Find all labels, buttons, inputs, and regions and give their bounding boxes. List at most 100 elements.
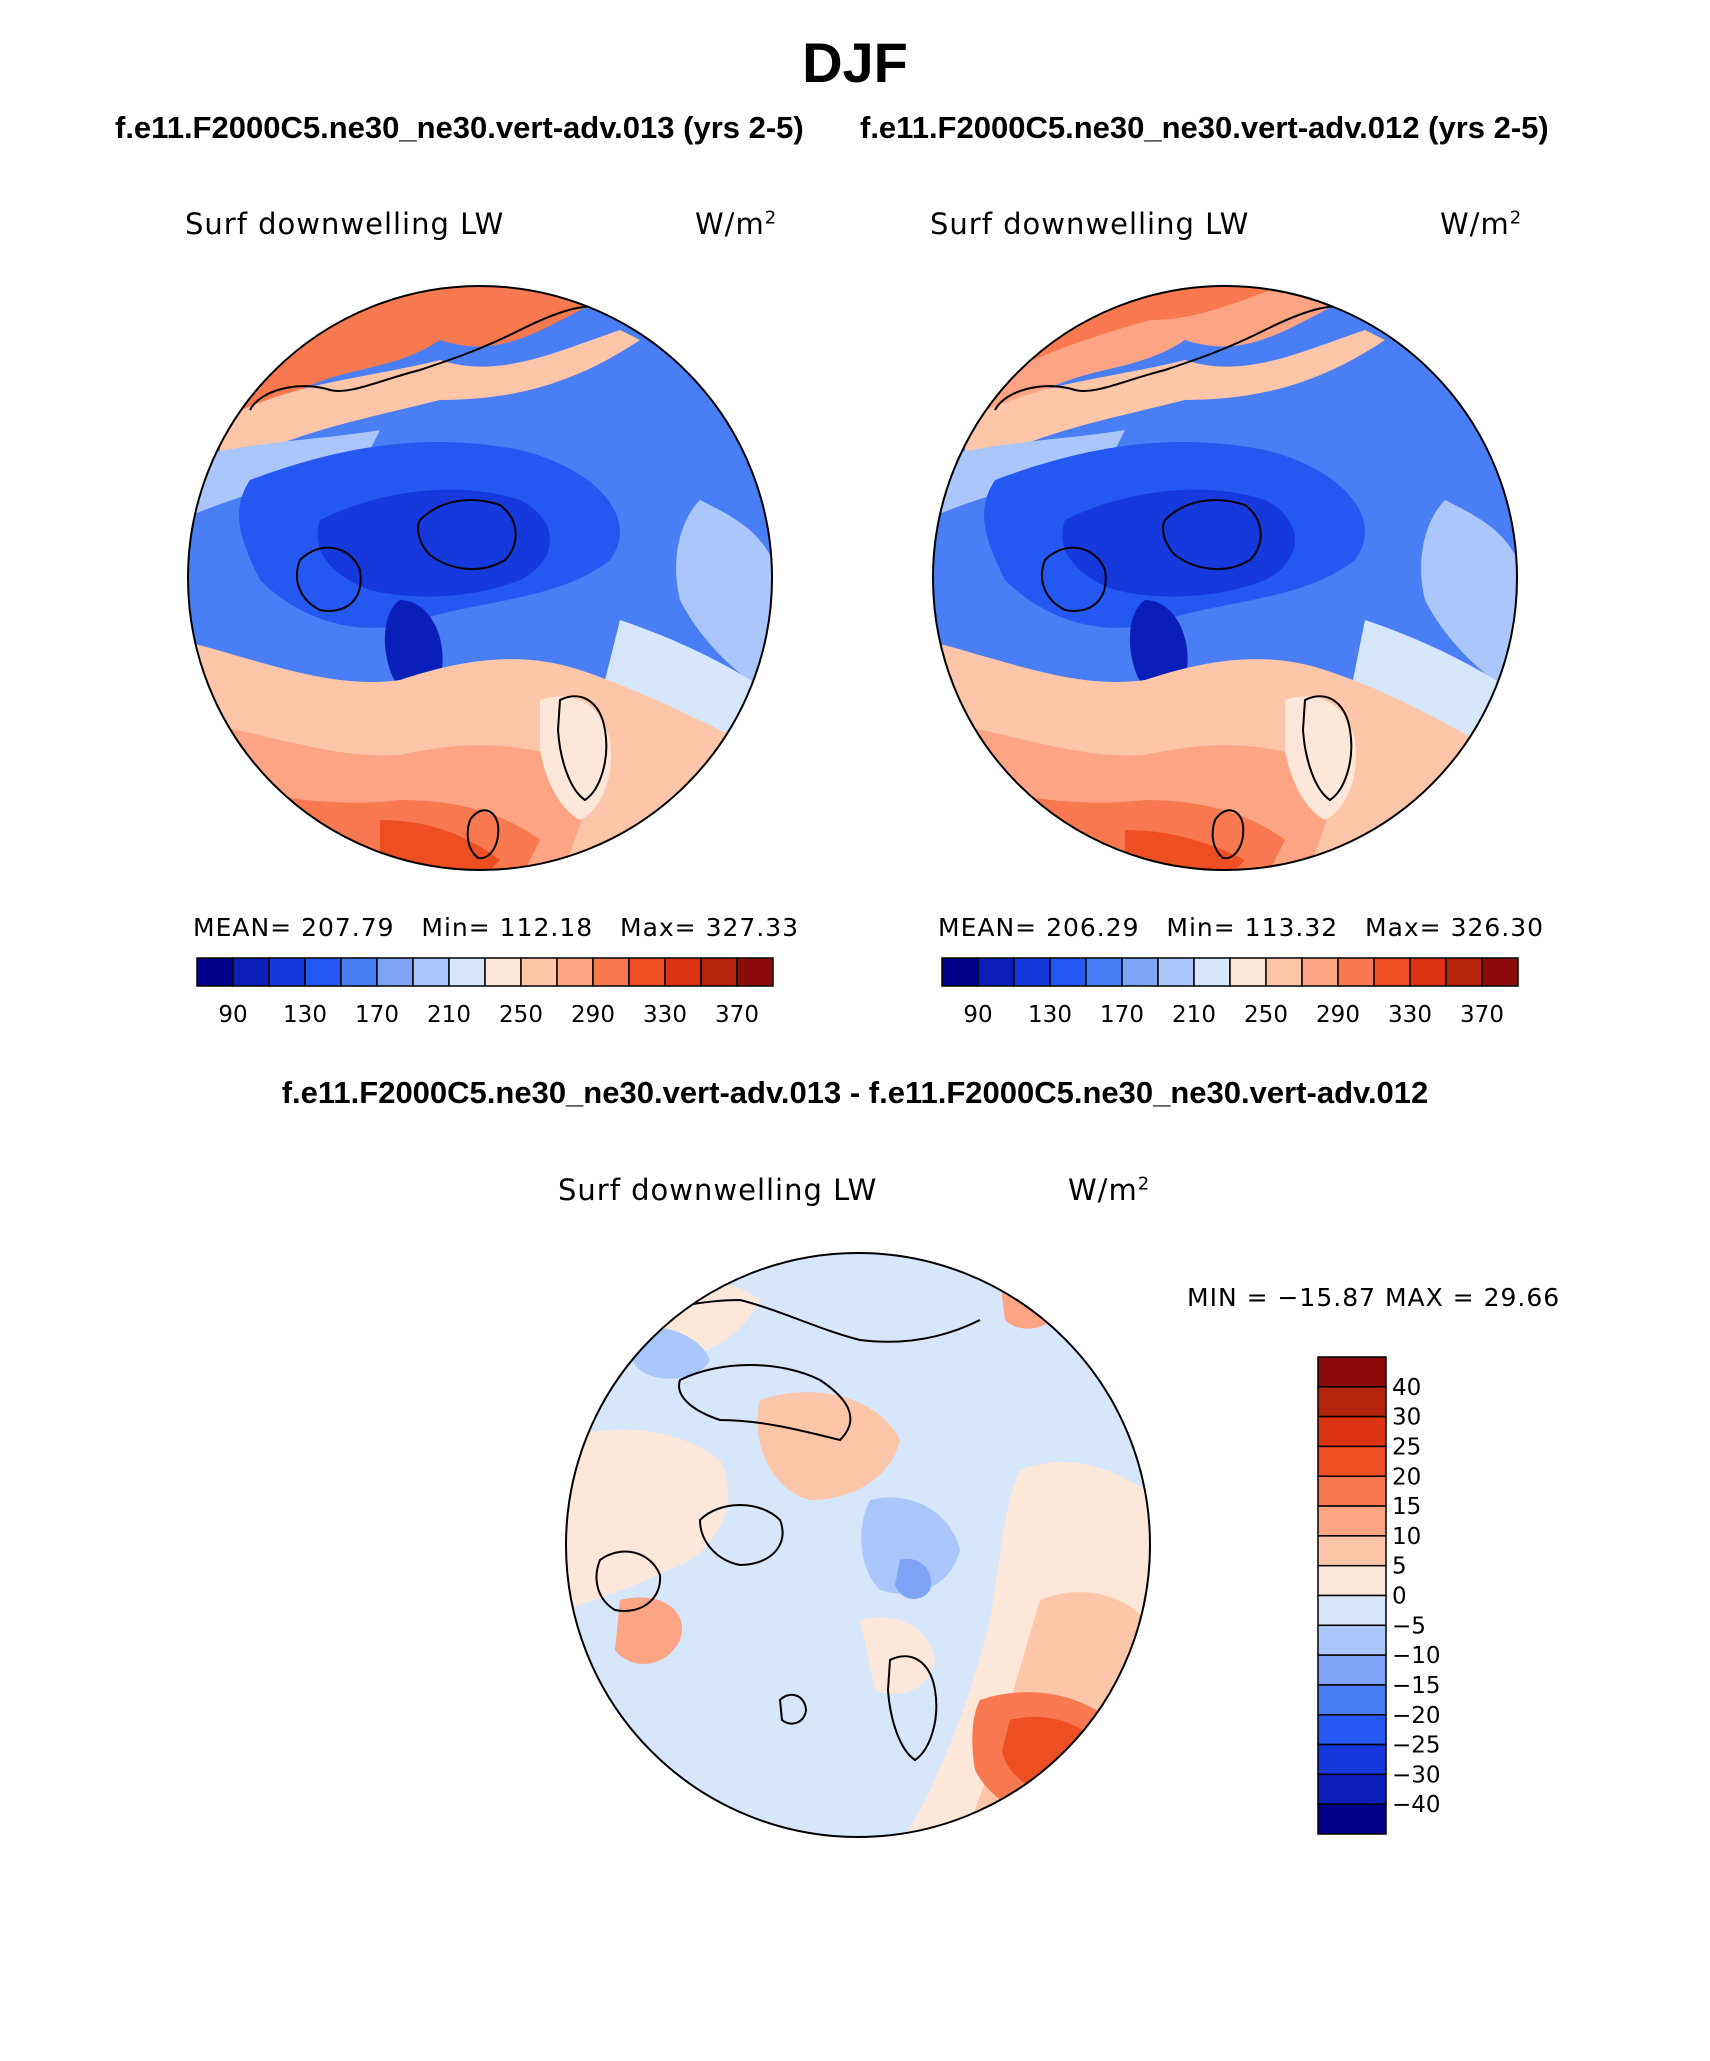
figure-title: DJF [802,31,908,94]
panel-3-colorbar-label-9: −10 [1392,1643,1441,1669]
case-b-label: f.e11.F2000C5.ne30_ne30.vert-adv.012 (yr… [860,110,1549,145]
panel-2-colorbar-label-1: 130 [1028,1002,1072,1028]
panel-2-min: 113.32 [1244,913,1339,942]
panel-3-colorbar-label-2: 25 [1392,1434,1421,1460]
panel-2-map-border [932,285,1518,871]
panel-1-units: W/m2 [695,207,778,241]
panel-1-colorbar-box-4 [340,957,378,987]
panel-1-colorbar: 90 130 170 210 250 290 330 370 [196,957,774,1028]
panel-1-colorbar-box-10 [556,957,594,987]
panel-3-colorbar-box-8 [1317,1594,1387,1627]
panel-1-colorbar-box-13 [664,957,702,987]
panel-1-colorbar-box-8 [484,957,522,987]
panel-2-colorbar-label-2: 170 [1100,1002,1144,1028]
panel-3-colorbar-label-0: 40 [1392,1375,1421,1401]
panel-1-colorbar-box-11 [592,957,630,987]
panel-3-colorbar-label-6: 5 [1392,1554,1407,1580]
panel-1-colorbar-box-7 [448,957,486,987]
panel-3-colorbar-label-3: 20 [1392,1464,1421,1490]
panel-3-map [566,1253,1150,1837]
panel-3-units: W/m2 [1068,1173,1151,1207]
panel-3-colorbar-box-2 [1317,1415,1387,1448]
panel-3-map-border [565,1252,1151,1838]
panel-1-min: 112.18 [499,913,594,942]
panel-2-colorbar-label-5: 290 [1316,1002,1360,1028]
panel-3-colorbar-label-7: 0 [1392,1584,1407,1610]
panel-3-colorbar-box-5 [1317,1505,1387,1537]
panel-2-mean: 206.29 [1046,913,1140,942]
panel-3-colorbar-box-7 [1317,1564,1387,1597]
panel-3-colorbar-box-12 [1317,1714,1387,1746]
panel-1-colorbar-box-3 [304,957,342,987]
panel-1-colorbar-label-0: 90 [218,1002,247,1028]
panel-2-colorbar-box-7 [1193,957,1231,987]
panel-2-units: W/m2 [1440,207,1523,241]
panel-3-colorbar-box-14 [1317,1773,1387,1805]
panel-3-colorbar-box-6 [1317,1535,1387,1567]
panel-2-colorbar-box-9 [1265,957,1303,987]
panel-1-colorbar-label-5: 290 [571,1002,615,1028]
panel-1-colorbar-box-14 [700,957,738,987]
panel-3-colorbar-label-12: −25 [1392,1733,1441,1759]
panel-3-colorbar-box-1 [1317,1386,1387,1418]
panel-1-colorbar-label-6: 330 [643,1002,687,1028]
panel-1-colorbar-box-2 [268,957,306,987]
panel-1-colorbar-box-12 [628,957,666,987]
panel-2-colorbar-box-10 [1301,957,1339,987]
panel-2-colorbar-label-6: 330 [1388,1002,1432,1028]
panel-1-map [188,286,772,870]
panel-2-title: Surf downwelling LW [930,207,1250,241]
difference-label: f.e11.F2000C5.ne30_ne30.vert-adv.013 - f… [281,1075,1429,1110]
panel-2-colorbar-box-3 [1049,957,1087,987]
panel-3-colorbar-label-1: 30 [1392,1405,1421,1431]
panel-3-colorbar-box-0 [1317,1356,1387,1388]
panel-3-colorbar-box-3 [1317,1445,1387,1477]
panel-2-colorbar-box-15 [1481,957,1519,987]
panel-1-colorbar-box-9 [520,957,558,987]
panel-3-colorbar-box-15 [1317,1803,1387,1835]
panel-1-mean: 207.79 [301,913,395,942]
panel-3-colorbar-box-11 [1317,1684,1387,1716]
panel-1-max: 327.33 [705,913,800,942]
panel-3-colorbar: 40 30 25 20 15 10 5 0 −5 −10 −15 −20 −25 −30 −40 [1317,1356,1441,1835]
panel-3-colorbar-label-4: 15 [1392,1494,1421,1520]
panel-1-colorbar-box-15 [736,957,774,987]
panel-2-colorbar-label-4: 250 [1244,1002,1288,1028]
panel-1-title: Surf downwelling LW [185,207,505,241]
case-a-label: f.e11.F2000C5.ne30_ne30.vert-adv.013 (yr… [115,110,804,145]
panel-2-colorbar-box-2 [1013,957,1051,987]
panel-1-colorbar-label-3: 210 [427,1002,471,1028]
panel-1-colorbar-box-0 [196,957,234,987]
panel-3-colorbar-label-13: −30 [1392,1762,1441,1788]
panel-2-colorbar: 90 130 170 210 250 290 330 370 [941,957,1519,1028]
panel-1-stats: MEAN= 207.79 Min= 112.18 Max= 327.33 [193,913,800,942]
panel-1-colorbar-box-1 [232,957,270,987]
panel-2-colorbar-box-13 [1409,957,1447,987]
panel-3-title: Surf downwelling LW [558,1173,878,1207]
panel-1-colorbar-label-1: 130 [283,1002,327,1028]
panel-1-colorbar-label-2: 170 [355,1002,399,1028]
panel-3-colorbar-label-14: −40 [1392,1792,1441,1818]
panel-3-stats: MIN = −15.87 MAX = 29.66 [1187,1283,1561,1312]
panel-3-colorbar-box-13 [1317,1743,1387,1776]
panel-3-colorbar-box-9 [1317,1624,1387,1656]
panel-3-colorbar-box-10 [1317,1654,1387,1686]
panel-2-map [933,286,1517,870]
panel-3-colorbar-box-4 [1317,1475,1387,1507]
panel-2-colorbar-box-1 [977,957,1015,987]
panel-2-colorbar-label-3: 210 [1172,1002,1216,1028]
panel-2-stats: MEAN= 206.29 Min= 113.32 Max= 326.30 [938,913,1545,942]
panel-1-colorbar-box-6 [412,957,450,987]
panel-1-colorbar-box-5 [376,957,414,987]
panel-3-colorbar-label-11: −20 [1392,1703,1441,1729]
panel-1-map-border [187,285,773,871]
panel-2-colorbar-box-14 [1445,957,1483,987]
panel-2-colorbar-label-7: 370 [1460,1002,1504,1028]
panel-3-colorbar-label-8: −5 [1392,1613,1426,1639]
panel-2-colorbar-label-0: 90 [963,1002,992,1028]
panel-2-colorbar-box-11 [1337,957,1375,987]
panel-2-colorbar-box-5 [1121,957,1159,987]
panel-2-colorbar-box-6 [1157,957,1195,987]
panel-1-colorbar-label-4: 250 [499,1002,543,1028]
panel-2-max: 326.30 [1450,913,1545,942]
